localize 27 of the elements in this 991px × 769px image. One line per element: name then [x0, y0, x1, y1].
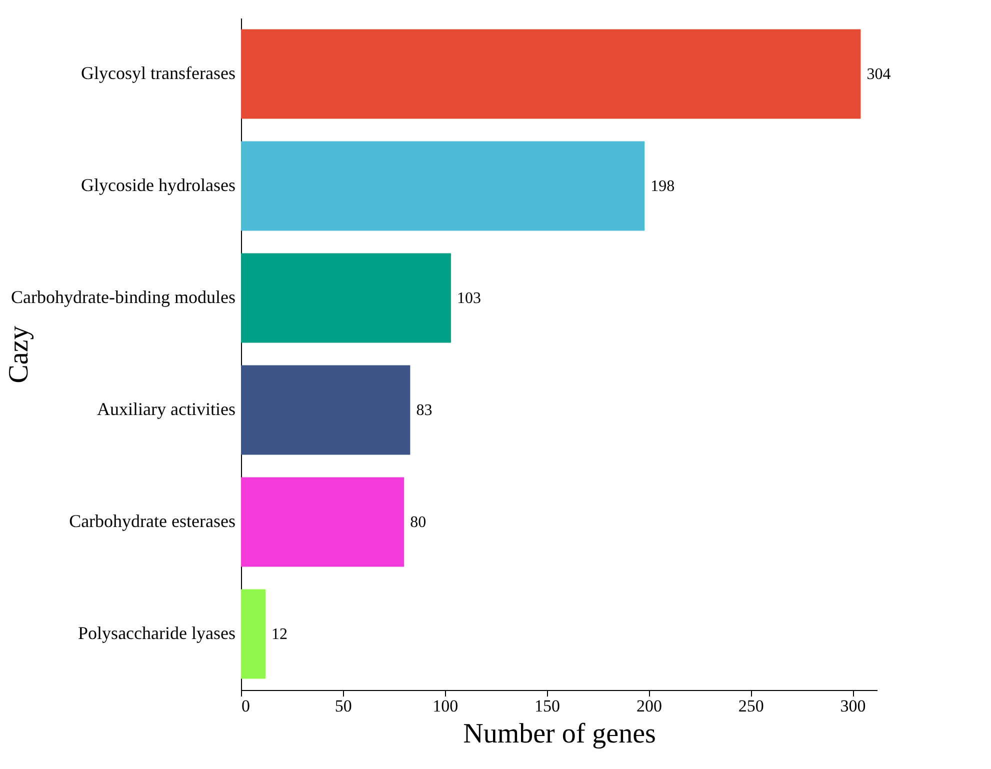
- bar: [241, 253, 451, 343]
- y-axis-title: Cazy: [4, 326, 34, 384]
- x-tick-label: 100: [432, 696, 458, 716]
- y-tick-label: Auxiliary activities: [97, 399, 236, 419]
- y-tick-label: Carbohydrate esterases: [69, 511, 236, 531]
- bar: [241, 477, 404, 567]
- data-label: 12: [271, 626, 288, 643]
- data-label: 83: [416, 402, 432, 419]
- y-tick-label: Polysaccharide lyases: [78, 623, 236, 643]
- y-tick-label: Carbohydrate-binding modules: [11, 287, 236, 307]
- y-tick-label: Glycosyl transferases: [81, 63, 236, 83]
- bar: [241, 365, 410, 455]
- bar: [241, 589, 266, 679]
- data-label: 198: [650, 178, 675, 195]
- data-label: 304: [866, 66, 891, 83]
- bar: [241, 29, 861, 119]
- y-tick-label: Glycoside hydrolases: [81, 175, 236, 195]
- data-label: 103: [456, 290, 481, 307]
- x-tick-label: 200: [636, 696, 662, 716]
- x-tick-label: 0: [242, 696, 250, 716]
- data-label: 80: [410, 514, 426, 531]
- bar: [241, 141, 645, 231]
- x-tick-label: 50: [334, 696, 352, 716]
- x-tick-label: 300: [840, 696, 866, 716]
- x-axis-title: Number of genes: [463, 718, 656, 750]
- x-tick-label: 150: [534, 696, 560, 716]
- x-tick-label: 250: [738, 696, 764, 716]
